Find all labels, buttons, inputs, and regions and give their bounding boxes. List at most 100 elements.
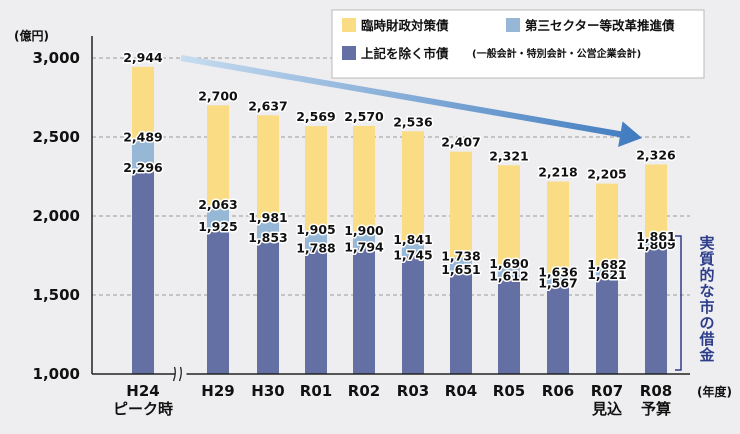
value-label: 1,861 xyxy=(636,229,676,244)
value-label: 1,905 xyxy=(296,222,336,237)
bar-segment xyxy=(132,138,154,170)
legend-note: (一般会計・特別会計・公営企業会計) xyxy=(472,47,641,60)
value-label: 1,841 xyxy=(393,232,433,247)
bracket-label-char: 市 xyxy=(699,298,714,316)
y-tick-label: 1,000 xyxy=(33,365,80,383)
bar-segment xyxy=(257,219,279,240)
bar-segment xyxy=(596,266,618,276)
bar-segment xyxy=(257,239,279,374)
value-label: 2,296 xyxy=(123,160,163,175)
x-category-label: H29 xyxy=(201,382,234,400)
bar-segment xyxy=(547,273,569,285)
legend-label: 臨時財政対策債 xyxy=(361,18,449,33)
value-label: 1,567 xyxy=(538,275,578,290)
bracket-label-char: 実 xyxy=(699,234,714,252)
value-label: 2,637 xyxy=(248,98,288,113)
trend-arrow xyxy=(180,55,642,148)
value-label: 1,794 xyxy=(344,240,384,255)
value-label: 1,682 xyxy=(587,257,627,272)
x-category-sublabel: 見込 xyxy=(591,400,622,418)
y-tick-label: 3,000 xyxy=(33,49,80,67)
bar-segment xyxy=(207,206,229,228)
bar-segment xyxy=(353,248,375,374)
value-label: 1,612 xyxy=(489,268,529,283)
axis-break-gap xyxy=(174,366,187,382)
bar-segment xyxy=(498,264,520,278)
value-label: 2,944 xyxy=(123,50,163,65)
legend-label: 上記を除く市債 xyxy=(361,46,449,61)
bar-segment xyxy=(132,169,154,374)
bar-segment xyxy=(305,249,327,374)
bracket-label-char: 質 xyxy=(699,250,714,268)
bar-segment xyxy=(305,126,327,232)
bar-segment xyxy=(498,165,520,265)
value-label: 2,218 xyxy=(538,165,578,180)
value-label: 1,621 xyxy=(587,267,627,282)
x-category-label: H30 xyxy=(251,382,284,400)
bar-segment xyxy=(353,125,375,232)
bar-segment xyxy=(596,183,618,267)
bar-segment xyxy=(450,271,472,374)
bracket-label-char: な xyxy=(699,282,714,300)
legend-swatch xyxy=(342,18,356,32)
value-label: 2,407 xyxy=(441,135,481,150)
value-label: 1,690 xyxy=(489,256,529,271)
bar-segment xyxy=(450,151,472,258)
bracket-line xyxy=(675,235,682,371)
value-label: 1,853 xyxy=(248,230,288,245)
y-unit-label: (億円) xyxy=(14,28,49,43)
x-category-label: R01 xyxy=(300,382,332,400)
value-label: 1,809 xyxy=(636,237,676,252)
x-category-sublabel: ピーク時 xyxy=(113,400,173,418)
value-label: 1,636 xyxy=(538,265,578,280)
x-category-label: H24 xyxy=(126,382,159,400)
x-unit-label: (年度) xyxy=(697,384,732,399)
y-tick-label: 2,000 xyxy=(33,207,80,225)
value-label: 2,570 xyxy=(344,109,384,124)
bar-segment xyxy=(402,256,424,374)
value-label: 1,925 xyxy=(198,219,238,234)
legend-swatch xyxy=(342,46,356,60)
value-label: 1,981 xyxy=(248,210,288,225)
value-label: 1,900 xyxy=(344,223,384,238)
value-label: 1,745 xyxy=(393,247,433,262)
value-label: 2,536 xyxy=(393,114,433,129)
axis-break-mark xyxy=(172,366,182,382)
value-label: 2,569 xyxy=(296,109,336,124)
bar-segment xyxy=(498,277,520,374)
bars xyxy=(132,66,667,374)
bar-segment xyxy=(547,181,569,274)
bar-segment xyxy=(207,227,229,374)
bar-segment xyxy=(207,105,229,207)
value-label: 1,788 xyxy=(296,240,336,255)
value-label: 2,489 xyxy=(123,130,163,145)
value-label: 1,651 xyxy=(441,262,481,277)
y-tick-label: 1,500 xyxy=(33,286,80,304)
bar-segment xyxy=(402,131,424,242)
value-labels: 2,296 1,925 1,853 1,788 1,794 1,745 1,651 1,612… xyxy=(122,48,678,292)
value-label: 2,321 xyxy=(489,148,529,163)
value-label: 2,326 xyxy=(636,147,676,162)
bracket-label-char: 借 xyxy=(698,330,714,348)
value-label: 2,205 xyxy=(587,167,627,182)
x-category-label: R04 xyxy=(445,382,477,400)
bar-segment xyxy=(402,241,424,257)
bar-segment xyxy=(645,237,667,247)
y-tick-label: 2,500 xyxy=(33,128,80,146)
value-label: 1,738 xyxy=(441,248,481,263)
value-label: 2,700 xyxy=(198,88,238,103)
x-category-label: R08 xyxy=(640,382,672,400)
x-category-label: R03 xyxy=(397,382,429,400)
x-category-label: R06 xyxy=(542,382,574,400)
x-category-sublabel: 予算 xyxy=(641,400,671,418)
bar-segment xyxy=(353,231,375,249)
bar-segment xyxy=(132,66,154,139)
bracket-label-char: の xyxy=(699,314,714,332)
bar-segment xyxy=(645,164,667,238)
x-category-label: R05 xyxy=(493,382,525,400)
value-label: 2,063 xyxy=(198,197,238,212)
